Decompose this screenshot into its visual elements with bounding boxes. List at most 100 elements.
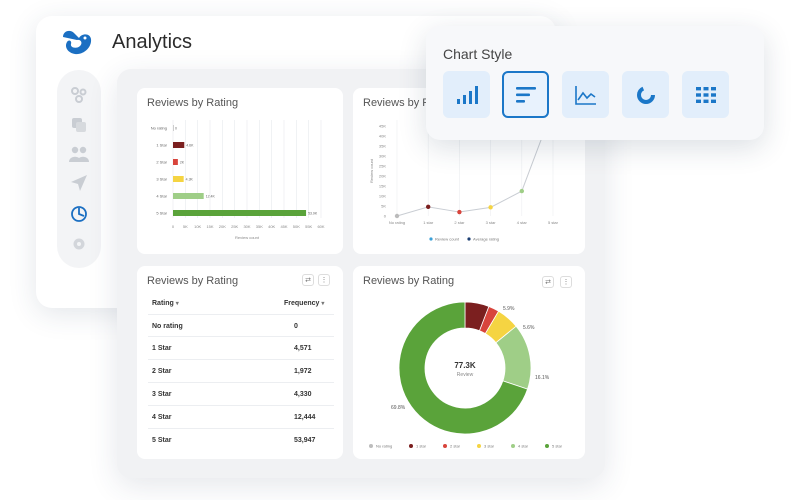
x-tick-label: 40K: [268, 224, 275, 229]
x-tick-label: 1 star: [423, 220, 434, 225]
legend-label: 2 star: [450, 444, 461, 449]
category-label: 5 Star: [156, 211, 167, 216]
x-tick-label: 30K: [243, 224, 250, 229]
sort-icon: ▾: [175, 301, 179, 307]
bar: [173, 125, 174, 131]
bar: [173, 193, 204, 199]
y-axis-label: Review count: [369, 158, 374, 183]
analytics-icon[interactable]: [68, 203, 90, 225]
table-row[interactable]: 5 Star 53,947: [148, 428, 334, 450]
table-row[interactable]: 4 Star 12,444: [148, 405, 334, 427]
y-tick-label: 45K: [379, 124, 386, 129]
x-tick-label: No rating: [389, 220, 405, 225]
category-label: No rating: [151, 126, 167, 131]
frequency-cell: 0: [294, 323, 298, 330]
legend-marker: [443, 444, 447, 448]
slice-percent-label: 5.9%: [503, 306, 515, 312]
sort-icon: ▾: [321, 301, 325, 307]
data-point: [488, 205, 493, 210]
table-grid-icon: [695, 86, 716, 103]
bar: [173, 176, 184, 182]
x-tick-label: 45K: [280, 224, 287, 229]
filter-icon[interactable]: ⇄: [542, 276, 554, 288]
column-header-frequency[interactable]: Frequency ▾: [284, 300, 324, 307]
legend-marker: [409, 444, 413, 448]
line-chart-style-button[interactable]: [562, 71, 609, 118]
line-chart: 0 5K 10K 15K 20K 25K 30K 35K 40K 45K Review count N…: [369, 105, 559, 242]
slice-percent-label: 69.8%: [391, 405, 406, 411]
x-tick-label: 5K: [183, 224, 188, 229]
legend-label: Review count: [435, 237, 460, 242]
category-label: 2 Star: [156, 160, 167, 165]
table-row[interactable]: 1 Star 4,571: [148, 336, 334, 358]
data-point: [457, 209, 462, 215]
bar-value-label: 4.3K: [186, 178, 194, 182]
data-point: [519, 188, 524, 194]
donut-chart: 77.3K Review 5.9% 5.6% 16.1% 69.8% No rating 1 …: [369, 301, 563, 449]
bar-chart-icon: [515, 86, 536, 103]
category-label: 3 Star: [156, 177, 167, 182]
center-value: 77.3K: [454, 361, 476, 370]
legend-label: 4 star: [518, 444, 529, 449]
slice-percent-label: 16.1%: [535, 375, 550, 381]
legend-marker: [429, 237, 433, 241]
bar: [173, 159, 178, 165]
x-tick-label: 10K: [194, 224, 201, 229]
column-header-frequency-label: Frequency: [284, 300, 320, 307]
bar-chart: 0 5K 10K 15K 20K 25K 30K 35K 40K 45K 50K 55K 60K Revi…: [151, 120, 325, 240]
y-tick-label: 30K: [379, 154, 386, 159]
frequency-cell: 53,947: [294, 437, 316, 444]
x-tick-label: 3 star: [486, 220, 497, 225]
slice-percent-label: 5.6%: [523, 325, 535, 331]
users-icon[interactable]: [68, 143, 90, 165]
x-tick-label: 50K: [293, 224, 300, 229]
x-tick-label: 2 star: [454, 220, 465, 225]
table-title: Reviews by Rating: [147, 275, 239, 287]
table-grid-style-button[interactable]: [682, 71, 729, 118]
bar-value-label: 2K: [180, 161, 185, 165]
x-tick-label: 60K: [317, 224, 324, 229]
x-tick-label: 15K: [206, 224, 213, 229]
more-menu-icon[interactable]: ⋮: [318, 274, 330, 286]
y-tick-label: 25K: [379, 164, 386, 169]
legend-label: Average rating: [473, 237, 499, 242]
bar-value-label: 53.9K: [308, 212, 318, 216]
nodes-icon[interactable]: [68, 84, 90, 106]
y-tick-label: 35K: [379, 144, 386, 149]
settings-icon[interactable]: [68, 233, 90, 255]
bar-chart-style-button[interactable]: [502, 71, 549, 118]
bar-chart-title: Reviews by Rating: [147, 97, 239, 109]
table-row[interactable]: 2 Star 1,972: [148, 359, 334, 381]
category-label: 4 Star: [156, 194, 167, 199]
legend-marker: [545, 444, 549, 448]
copy-icon[interactable]: [68, 114, 90, 136]
legend-label: 3 star: [484, 444, 495, 449]
more-menu-icon[interactable]: ⋮: [560, 276, 572, 288]
center-label: Review: [457, 372, 474, 378]
donut-chart-style-button[interactable]: [622, 71, 669, 118]
x-tick-label: 4 star: [517, 220, 528, 225]
legend-marker: [369, 444, 373, 448]
chart-style-title: Chart Style: [443, 46, 513, 62]
bar-value-label: 4.6K: [186, 144, 194, 148]
category-label: 1 Star: [156, 143, 167, 148]
frequency-cell: 12,444: [294, 414, 316, 421]
data-point: [394, 213, 400, 219]
donut-chart-icon: [636, 85, 655, 104]
legend-marker: [477, 444, 481, 448]
send-icon[interactable]: [68, 172, 90, 194]
y-tick-label: 20K: [379, 174, 386, 179]
filter-icon[interactable]: ⇄: [302, 274, 314, 286]
bar: [173, 210, 307, 216]
y-tick-label: 10K: [379, 194, 386, 199]
legend-marker: [467, 237, 471, 241]
table-row[interactable]: No rating 0: [148, 314, 334, 336]
x-tick-label: 25K: [231, 224, 238, 229]
rating-cell: 1 Star: [152, 345, 172, 352]
column-header-rating[interactable]: Rating ▾: [152, 300, 179, 307]
frequency-cell: 4,330: [294, 391, 312, 398]
line-chart-icon: [574, 85, 596, 105]
column-chart-style-button[interactable]: [443, 71, 490, 118]
table-row[interactable]: 3 Star 4,330: [148, 382, 334, 404]
column-chart-icon: [456, 85, 478, 104]
